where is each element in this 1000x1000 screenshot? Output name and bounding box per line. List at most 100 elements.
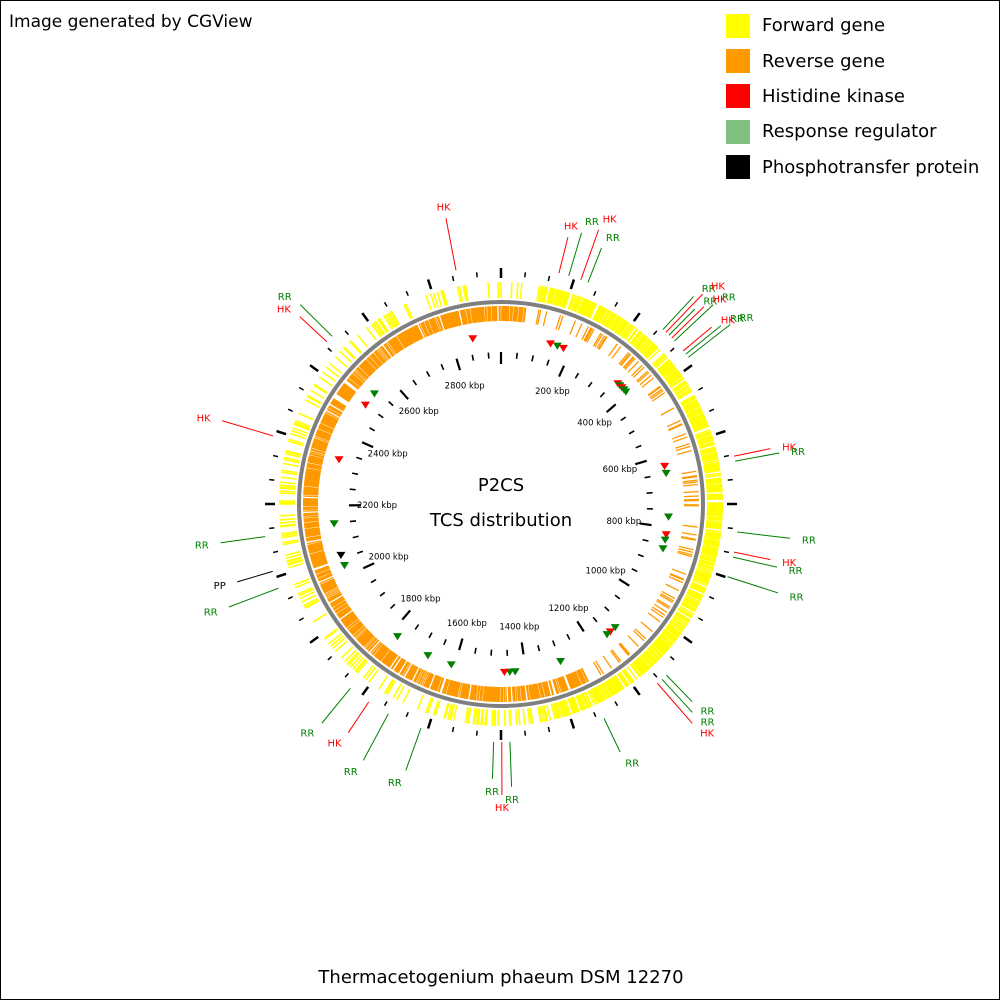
reverse-gene xyxy=(661,590,676,600)
ruler-tick xyxy=(369,427,376,432)
reverse-gene xyxy=(394,658,404,672)
forward-gene xyxy=(668,375,683,386)
reverse-gene xyxy=(429,674,437,690)
forward-gene xyxy=(684,595,700,605)
forward-gene xyxy=(692,423,709,431)
forward-gene xyxy=(685,405,701,414)
reverse-gene xyxy=(436,316,443,331)
reverse-gene xyxy=(315,432,331,440)
reverse-gene xyxy=(321,419,336,428)
reverse-gene xyxy=(326,590,341,599)
reverse-gene xyxy=(343,382,357,394)
callout-leader xyxy=(405,727,422,771)
reverse-gene xyxy=(484,306,487,322)
forward-gene xyxy=(280,481,297,485)
reverse-gene xyxy=(579,668,587,684)
forward-gene xyxy=(307,394,322,404)
forward-gene xyxy=(280,476,297,480)
forward-gene xyxy=(334,355,348,368)
ruler-tick xyxy=(389,603,396,610)
reverse-gene xyxy=(472,307,477,323)
reverse-gene xyxy=(329,595,344,605)
forward-gene xyxy=(704,535,721,540)
reverse-gene xyxy=(387,654,398,668)
reverse-gene xyxy=(306,536,322,541)
reverse-gene xyxy=(314,565,330,572)
forward-gene xyxy=(633,661,645,675)
outer-tick xyxy=(309,364,319,373)
reverse-gene xyxy=(331,598,346,608)
reverse-gene xyxy=(487,306,491,322)
forward-gene xyxy=(611,316,622,331)
reverse-gene xyxy=(559,677,566,692)
forward-gene xyxy=(322,371,336,383)
forward-gene xyxy=(635,335,647,349)
reverse-gene xyxy=(682,479,698,483)
forward-gene xyxy=(605,680,616,695)
forward-gene xyxy=(649,645,663,658)
reverse-gene xyxy=(319,423,334,431)
reverse-gene xyxy=(480,686,484,702)
forward-gene xyxy=(640,654,653,668)
reverse-gene xyxy=(452,311,458,327)
reverse-gene xyxy=(581,667,590,682)
reverse-gene xyxy=(450,680,456,696)
reverse-gene xyxy=(350,374,363,386)
forward-gene xyxy=(704,532,721,537)
reverse-gene xyxy=(305,531,321,535)
forward-gene xyxy=(295,419,311,428)
forward-gene xyxy=(699,443,715,450)
forward-gene xyxy=(554,289,560,306)
reverse-gene xyxy=(333,600,347,610)
reverse-gene xyxy=(671,568,687,576)
reverse-gene xyxy=(424,320,432,336)
reverse-gene xyxy=(365,637,377,650)
reverse-gene xyxy=(336,392,350,403)
ruler-label: 1400 kbp xyxy=(499,623,539,633)
reverse-gene xyxy=(303,518,319,521)
reverse-gene xyxy=(378,347,389,361)
reverse-gene xyxy=(623,356,635,369)
reverse-gene xyxy=(309,450,325,456)
gene-label-hk: HK xyxy=(711,281,726,292)
reverse-gene xyxy=(512,306,515,322)
reverse-gene xyxy=(408,665,417,680)
reverse-gene xyxy=(618,352,630,365)
reverse-gene xyxy=(400,661,410,676)
ruler-tick xyxy=(552,640,556,647)
reverse-gene xyxy=(350,622,363,634)
outer-tick xyxy=(344,672,349,678)
reverse-gene xyxy=(454,311,460,327)
gene-label-rr: RR xyxy=(195,540,209,551)
reverse-gene xyxy=(306,463,322,468)
tcs-marker-rr xyxy=(329,520,339,528)
forward-gene xyxy=(588,689,598,705)
reverse-gene xyxy=(303,490,319,494)
forward-gene xyxy=(683,400,699,410)
forward-gene xyxy=(538,706,544,723)
reverse-gene xyxy=(442,678,449,694)
reverse-gene xyxy=(485,686,488,702)
forward-gene xyxy=(706,514,723,517)
forward-gene xyxy=(705,526,722,530)
forward-gene xyxy=(622,669,633,684)
forward-gene xyxy=(698,439,714,446)
forward-gene xyxy=(280,523,297,527)
outer-tick xyxy=(361,686,370,696)
reverse-gene xyxy=(345,616,358,628)
ruler-tick xyxy=(471,354,475,361)
reverse-gene xyxy=(401,662,410,676)
reverse-gene xyxy=(353,371,366,383)
reverse-gene xyxy=(560,676,567,692)
reverse-gene xyxy=(361,362,374,374)
forward-gene xyxy=(656,637,671,650)
reverse-gene xyxy=(376,646,387,659)
reverse-gene xyxy=(682,475,698,479)
forward-gene xyxy=(703,539,720,545)
reverse-gene xyxy=(451,311,457,327)
reverse-gene xyxy=(407,665,416,680)
callout-leader xyxy=(685,325,722,355)
forward-gene xyxy=(669,620,684,632)
reverse-gene xyxy=(357,366,370,379)
forward-gene xyxy=(635,658,648,672)
